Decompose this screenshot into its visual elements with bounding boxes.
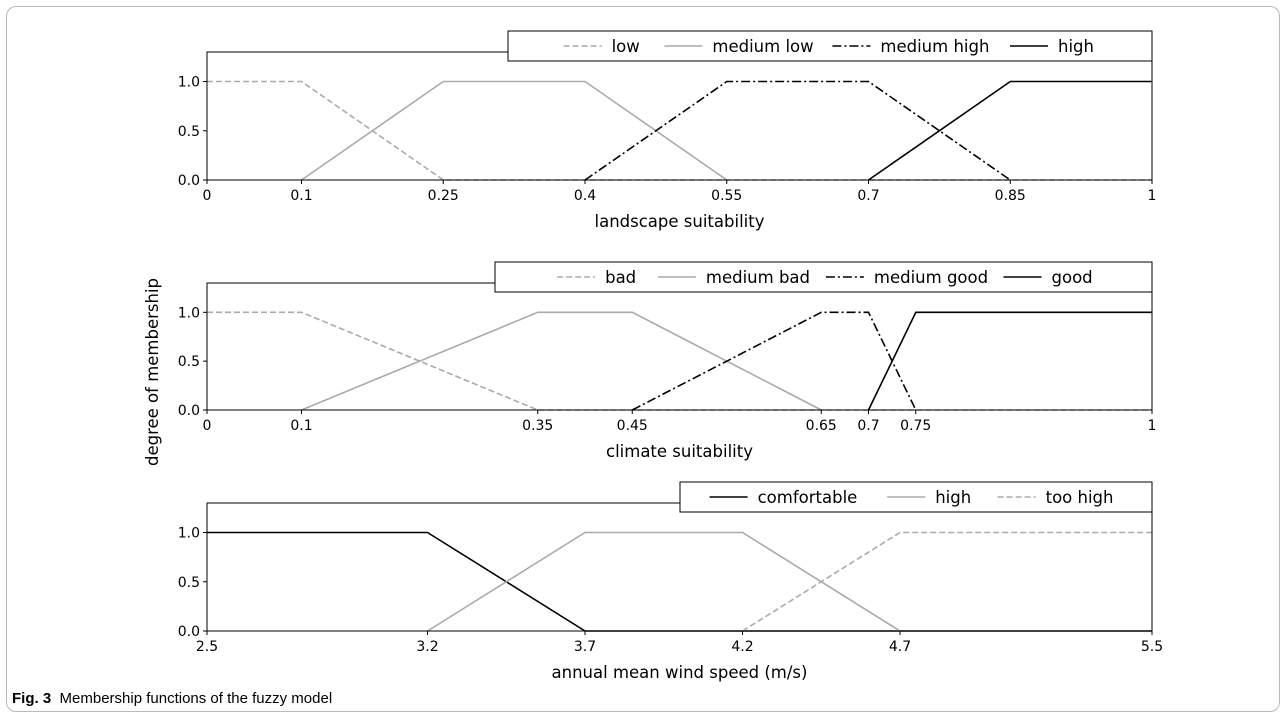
legend-label-medium-low: medium low bbox=[712, 37, 813, 56]
x-tick-label: 3.7 bbox=[574, 639, 596, 655]
figure-caption: Fig. 3 Membership functions of the fuzzy… bbox=[12, 690, 332, 707]
legend: comfortable high too high bbox=[679, 481, 1153, 513]
x-tick-label: 0 bbox=[203, 188, 212, 204]
legend-label-bad: bad bbox=[605, 268, 636, 287]
legend-box bbox=[494, 261, 1153, 293]
x-tick-label: 0.4 bbox=[574, 188, 596, 204]
x-tick-label: 0 bbox=[203, 418, 212, 434]
chart-panel-2: 0 0.1 0.35 0.45 0.65 0.7 0.75 1 0.0 0.5 1.0 climate… bbox=[178, 261, 1157, 461]
x-tick-label: 0.25 bbox=[428, 188, 459, 204]
legend-label-medium-good: medium good bbox=[874, 268, 988, 287]
y-tick-label: 1.0 bbox=[178, 75, 200, 91]
x-tick-label: 1 bbox=[1148, 418, 1157, 434]
series-line-medium-high bbox=[584, 80, 1011, 181]
series-line-medium-bad bbox=[301, 311, 822, 411]
legend: low medium low medium high high bbox=[507, 30, 1153, 62]
y-tick-label: 0.0 bbox=[178, 403, 200, 419]
legend-label-low: low bbox=[612, 37, 640, 56]
x-tick-label: 4.7 bbox=[889, 639, 911, 655]
x-axis-label: landscape suitability bbox=[595, 212, 765, 231]
shared-y-axis-label: degree of membership bbox=[143, 278, 162, 466]
x-tick-label: 4.2 bbox=[731, 639, 753, 655]
y-tick-label: 0.5 bbox=[178, 575, 200, 591]
legend-label-medium-bad: medium bad bbox=[706, 268, 810, 287]
y-tick-label: 0.5 bbox=[178, 124, 200, 140]
series-line-comfortable bbox=[207, 531, 1152, 632]
series-line-medium-good bbox=[631, 311, 917, 411]
x-tick-label: 3.2 bbox=[416, 639, 438, 655]
chart-panel-3: 2.5 3.2 3.7 4.2 4.7 5.5 0.0 0.5 1.0 annual mean w… bbox=[178, 481, 1163, 682]
plot-frame bbox=[206, 502, 1153, 632]
x-tick-label: 0.7 bbox=[857, 188, 879, 204]
x-tick-label: 0.45 bbox=[617, 418, 648, 434]
y-tick-label: 1.0 bbox=[178, 526, 200, 542]
x-axis-label: climate suitability bbox=[606, 442, 753, 461]
x-tick-label: 0.55 bbox=[711, 188, 742, 204]
legend-label-good: good bbox=[1052, 268, 1093, 287]
y-tick-label: 1.0 bbox=[178, 305, 200, 321]
legend-box bbox=[507, 30, 1153, 62]
legend-label-medium-high: medium high bbox=[880, 37, 989, 56]
legend-label-too-high: too high bbox=[1046, 488, 1114, 507]
figure-frame bbox=[6, 6, 1280, 712]
x-tick-label: 0.35 bbox=[522, 418, 553, 434]
x-tick-label: 1 bbox=[1148, 188, 1157, 204]
chart-panel-1: 0 0.1 0.25 0.4 0.55 0.7 0.85 1 0.0 0.5 1.0 landscap… bbox=[178, 30, 1157, 231]
legend-label-comfortable: comfortable bbox=[758, 488, 858, 507]
caption-label: Fig. 3 bbox=[12, 690, 52, 707]
x-tick-label: 2.5 bbox=[196, 639, 218, 655]
legend-label-high: high bbox=[935, 488, 971, 507]
series-line-too-high bbox=[742, 531, 1152, 632]
x-tick-label: 0.1 bbox=[290, 418, 312, 434]
x-tick-label: 0.75 bbox=[900, 418, 931, 434]
x-tick-label: 0.1 bbox=[290, 188, 312, 204]
y-tick-label: 0.0 bbox=[178, 173, 200, 189]
series-line-bad bbox=[207, 311, 1152, 411]
caption-text: Membership functions of the fuzzy model bbox=[59, 690, 333, 707]
x-tick-label: 5.5 bbox=[1141, 639, 1163, 655]
y-tick-label: 0.5 bbox=[178, 354, 200, 370]
x-axis-label: annual mean wind speed (m/s) bbox=[552, 663, 808, 682]
y-tick-label: 0.0 bbox=[178, 624, 200, 640]
x-tick-label: 0.7 bbox=[857, 418, 879, 434]
plot-frame bbox=[206, 51, 1153, 181]
series-line-medium-low bbox=[301, 80, 728, 181]
series-line-low bbox=[207, 80, 1152, 181]
series-line-high bbox=[868, 80, 1152, 181]
legend: bad medium bad medium good good bbox=[494, 261, 1153, 293]
x-tick-label: 0.85 bbox=[995, 188, 1026, 204]
series-line-good bbox=[867, 311, 1152, 411]
legend-label-high: high bbox=[1058, 37, 1094, 56]
x-tick-label: 0.65 bbox=[806, 418, 837, 434]
series-line-high bbox=[427, 531, 901, 632]
